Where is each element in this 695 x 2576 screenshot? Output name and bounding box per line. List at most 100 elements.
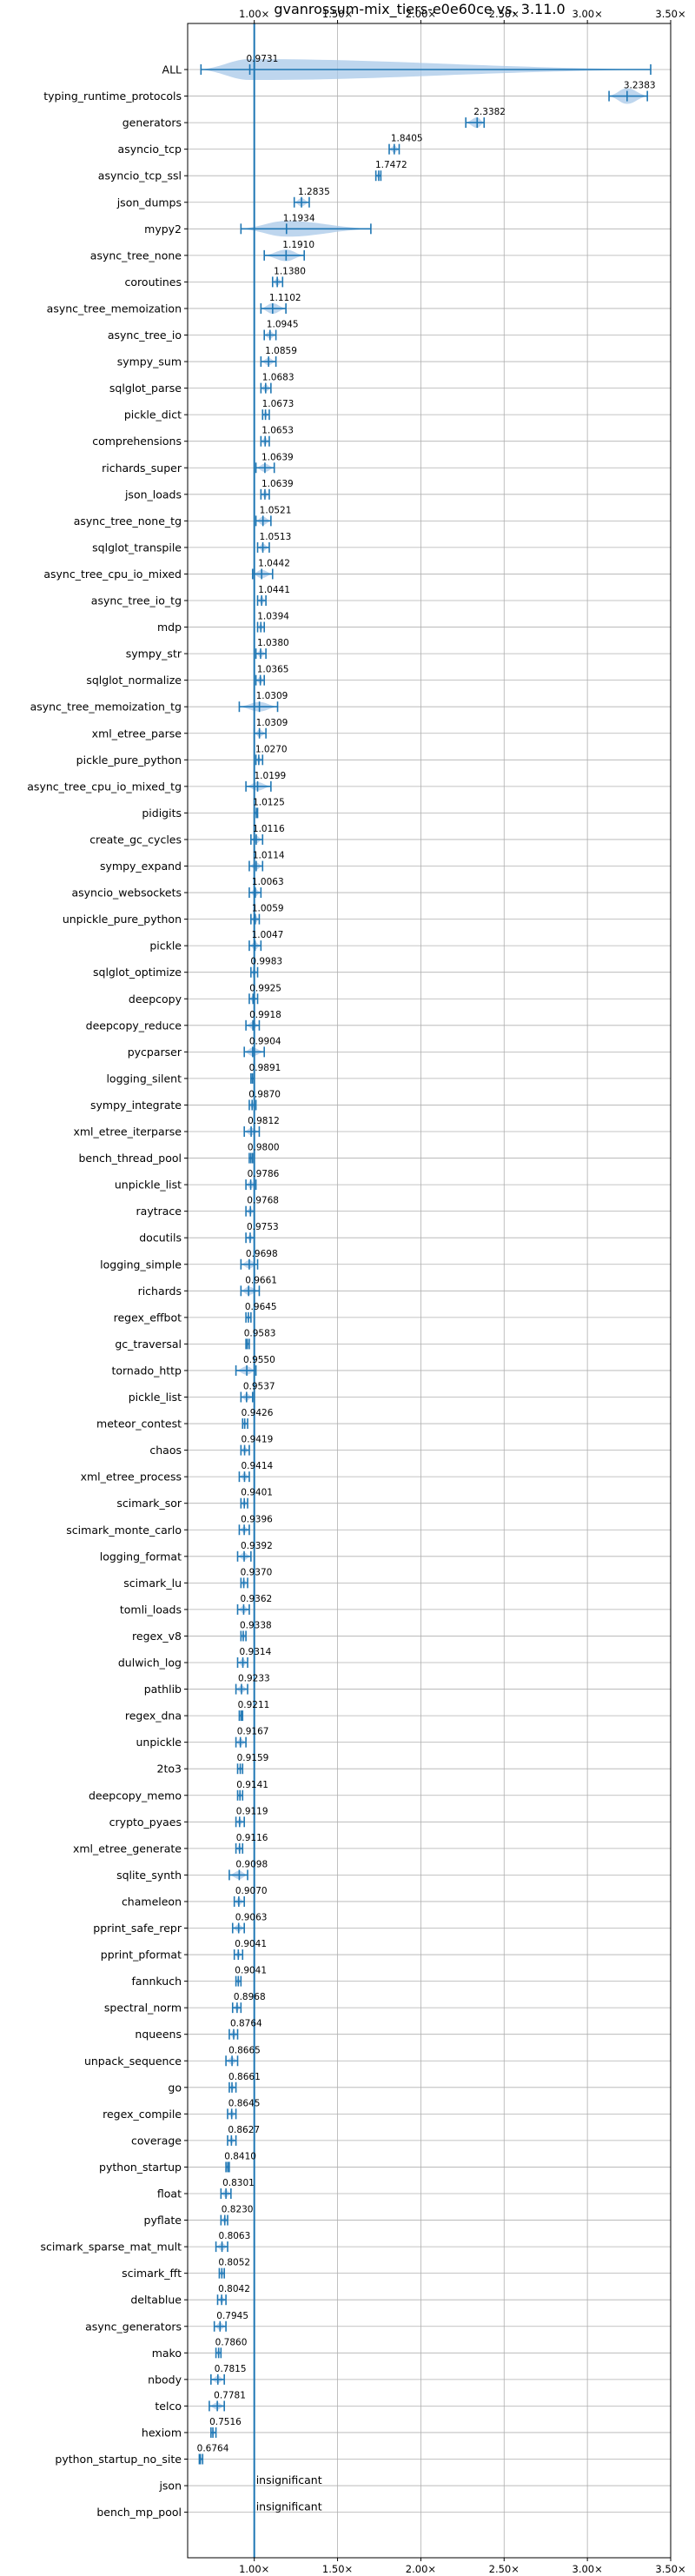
x-tick-label-top: 2.50× [489, 8, 520, 20]
value-label: 1.0380 [257, 638, 289, 648]
value-label: 0.9918 [249, 1010, 281, 1020]
value-label: 2.3382 [473, 107, 506, 117]
value-label: 0.9583 [244, 1328, 276, 1338]
y-tick-label: regex_effbot [114, 1311, 182, 1324]
value-label: 1.0365 [257, 665, 289, 675]
value-label: 1.0199 [255, 771, 287, 781]
value-label: 0.8301 [222, 2178, 255, 2188]
y-tick-label: fannkuch [132, 1975, 182, 1988]
value-label: 0.7815 [215, 2364, 247, 2374]
y-tick-label: float [157, 2188, 182, 2201]
value-label: 0.7945 [216, 2311, 248, 2321]
y-tick-label: sympy_sum [117, 355, 182, 368]
value-label: 0.9925 [249, 983, 281, 993]
y-tick-label: unpack_sequence [84, 2055, 182, 2068]
value-label: 0.8410 [224, 2151, 256, 2161]
y-tick-label: python_startup_no_site [55, 2453, 182, 2466]
y-tick-label: logging_silent [106, 1072, 182, 1085]
value-label: 0.8063 [219, 2231, 251, 2241]
value-label: 0.9314 [240, 1647, 272, 1657]
value-label: 0.8230 [222, 2205, 254, 2215]
value-label: 1.0639 [261, 479, 294, 489]
value-label: 1.0683 [262, 373, 295, 383]
value-label: 0.9041 [235, 1966, 267, 1976]
value-label: 0.9396 [241, 1514, 273, 1524]
value-label: 1.0859 [265, 346, 297, 356]
y-tick-label: async_tree_none [90, 249, 182, 262]
y-tick-label: xml_etree_generate [73, 1842, 182, 1855]
y-tick-label: json [158, 2480, 182, 2493]
value-label: 1.0653 [261, 426, 294, 436]
value-label: 0.9870 [248, 1089, 281, 1099]
value-label: 0.9116 [236, 1833, 268, 1843]
y-tick-label: async_tree_cpu_io_mixed_tg [27, 780, 182, 793]
value-label: 0.9362 [240, 1594, 272, 1604]
value-label: 0.9392 [241, 1541, 273, 1551]
y-tick-label: sqlglot_transpile [92, 541, 182, 554]
y-tick-label: tornado_http [111, 1364, 182, 1377]
y-tick-label: pathlib [144, 1683, 182, 1696]
value-label: 3.2383 [624, 81, 656, 91]
y-tick-label: async_tree_memoization [47, 302, 182, 315]
value-label: 0.9070 [235, 1886, 268, 1896]
value-label: 0.9645 [245, 1302, 277, 1312]
x-tick-label-bottom: 1.00× [239, 2563, 269, 2573]
x-tick-label-bottom: 3.50× [655, 2563, 685, 2573]
y-tick-label: 2to3 [157, 1763, 182, 1776]
value-label: 0.9661 [245, 1275, 277, 1285]
y-tick-label: dulwich_log [118, 1656, 182, 1670]
value-label: 0.9141 [236, 1780, 268, 1790]
value-label: 1.0513 [260, 532, 292, 542]
x-tick-label-top: 2.00× [406, 8, 436, 20]
value-label: 0.8764 [230, 2019, 262, 2029]
y-tick-label: raytrace [136, 1205, 182, 1218]
value-label: 1.0309 [256, 691, 288, 701]
value-label: 0.7781 [214, 2390, 246, 2400]
value-label: 1.0059 [252, 904, 284, 914]
value-label: 0.7516 [209, 2417, 242, 2427]
y-tick-label: hexiom [142, 2426, 182, 2439]
value-label: 1.1934 [283, 213, 315, 223]
y-tick-label: deepcopy_reduce [86, 1019, 182, 1032]
y-tick-label: mako [152, 2347, 182, 2360]
value-label: 1.0114 [253, 851, 285, 861]
y-tick-label: sympy_str [126, 647, 182, 661]
value-label: 0.9041 [235, 1939, 267, 1949]
y-tick-label: pickle [149, 939, 182, 953]
y-tick-label: pprint_pformat [101, 1949, 182, 1962]
value-label: 0.9370 [241, 1567, 273, 1577]
value-label: 0.8042 [218, 2284, 250, 2294]
value-label: 1.8405 [391, 134, 423, 144]
value-label: 0.9159 [237, 1753, 269, 1763]
y-tick-label: docutils [139, 1232, 182, 1245]
value-label: 0.8052 [218, 2258, 250, 2268]
y-tick-label: pycparser [128, 1046, 182, 1059]
value-label: 1.0521 [260, 505, 292, 515]
y-tick-label: richards_super [102, 461, 182, 475]
y-tick-label: logging_format [100, 1550, 182, 1563]
value-label: 0.9098 [235, 1859, 268, 1869]
value-label: 0.9812 [248, 1116, 280, 1126]
plot-frame [187, 23, 672, 2559]
grid-layer [188, 23, 672, 2558]
y-tick-label: python_startup [99, 2161, 182, 2174]
value-label: 1.0309 [256, 718, 288, 728]
y-tick-label: mypy2 [144, 222, 182, 236]
value-label: 1.7472 [375, 160, 407, 170]
value-label: 1.0442 [258, 558, 290, 568]
value-label: 0.9419 [242, 1435, 274, 1445]
value-label: 1.1910 [282, 240, 314, 250]
y-tick-label: telco [155, 2400, 182, 2413]
x-tick-label-top: 1.50× [322, 8, 353, 20]
y-tick-label: scimark_sor [116, 1497, 182, 1510]
value-label: 0.9119 [236, 1806, 268, 1816]
y-tick-label: chaos [149, 1444, 182, 1457]
value-label: 1.2835 [298, 187, 330, 197]
y-tick-label: sqlite_synth [116, 1869, 182, 1882]
y-tick-label: go [168, 2081, 182, 2094]
value-label: 1.0047 [252, 930, 284, 940]
y-tick-label: pidigits [142, 807, 182, 820]
value-label: 0.9063 [235, 1913, 268, 1923]
value-label: 0.9537 [243, 1382, 275, 1392]
